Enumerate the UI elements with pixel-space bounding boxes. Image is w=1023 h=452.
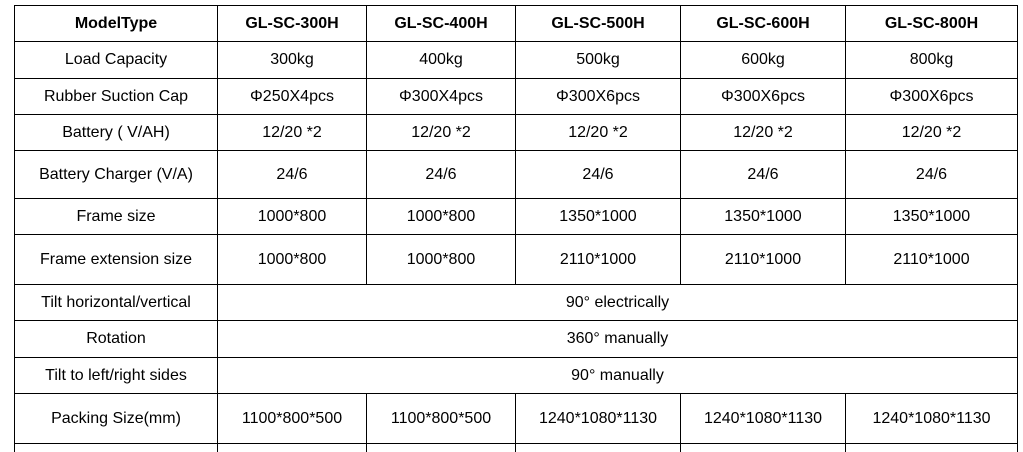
- cell: 600kg: [680, 41, 846, 79]
- table-row: Tilt horizontal/vertical 90° electrically: [14, 284, 1018, 321]
- cell: 360° manually: [217, 320, 1018, 358]
- cell: 90° manually: [217, 357, 1018, 394]
- header-cell: GL-SC-300H: [217, 5, 367, 42]
- row-label: Battery ( V/AH): [14, 114, 218, 151]
- cell: [515, 443, 681, 452]
- cell: 1100*800*500: [217, 393, 367, 444]
- row-label: Rubber Suction Cap: [14, 78, 218, 115]
- table-row: Frame extension size 1000*800 1000*800 2110…: [14, 234, 1018, 285]
- cell: Φ250X4pcs: [217, 78, 367, 115]
- cell: 24/6: [366, 150, 516, 199]
- cell: [217, 443, 367, 452]
- cell: [845, 443, 1018, 452]
- cell: 12/20 *2: [845, 114, 1018, 151]
- cell: 1000*800: [366, 198, 516, 235]
- cell: 1000*800: [366, 234, 516, 285]
- row-label: Tilt to left/right sides: [14, 357, 218, 394]
- row-label: Rotation: [14, 320, 218, 358]
- cell: 1000*800: [217, 198, 367, 235]
- cell: 1100*800*500: [366, 393, 516, 444]
- cell: 1000*800: [217, 234, 367, 285]
- cell: 12/20 *2: [515, 114, 681, 151]
- cell: [14, 443, 218, 452]
- cell: 2110*1000: [845, 234, 1018, 285]
- cell: [366, 443, 516, 452]
- cell: 90° electrically: [217, 284, 1018, 321]
- cell: 24/6: [515, 150, 681, 199]
- row-label: Packing Size(mm): [14, 393, 218, 444]
- row-label: Battery Charger (V/A): [14, 150, 218, 199]
- cell: 1240*1080*1130: [845, 393, 1018, 444]
- spec-table: ModelType GL-SC-300H GL-SC-400H GL-SC-500H G…: [14, 5, 1018, 452]
- cell: 1350*1000: [680, 198, 846, 235]
- row-label: Frame extension size: [14, 234, 218, 285]
- row-label: Frame size: [14, 198, 218, 235]
- cell: 24/6: [845, 150, 1018, 199]
- header-cell: ModelType: [14, 5, 218, 42]
- table-row: Battery Charger (V/A) 24/6 24/6 24/6 24/6 24/…: [14, 150, 1018, 199]
- header-cell: GL-SC-500H: [515, 5, 681, 42]
- header-cell: GL-SC-400H: [366, 5, 516, 42]
- cell: 500kg: [515, 41, 681, 79]
- cell: 12/20 *2: [680, 114, 846, 151]
- cell: 1350*1000: [845, 198, 1018, 235]
- table-row: Tilt to left/right sides 90° manually: [14, 357, 1018, 394]
- cell: 24/6: [680, 150, 846, 199]
- cell: 12/20 *2: [366, 114, 516, 151]
- cell: 12/20 *2: [217, 114, 367, 151]
- cell: 24/6: [217, 150, 367, 199]
- table-row: Load Capacity 300kg 400kg 500kg 600kg 800kg: [14, 41, 1018, 79]
- cell: Φ300X4pcs: [366, 78, 516, 115]
- table-row: Battery ( V/AH) 12/20 *2 12/20 *2 12/20 *2 1…: [14, 114, 1018, 151]
- cell: Φ300X6pcs: [845, 78, 1018, 115]
- row-label: Load Capacity: [14, 41, 218, 79]
- cell: Φ300X6pcs: [680, 78, 846, 115]
- cell: 1240*1080*1130: [680, 393, 846, 444]
- cell: Φ300X6pcs: [515, 78, 681, 115]
- cell: 400kg: [366, 41, 516, 79]
- header-cell: GL-SC-600H: [680, 5, 846, 42]
- cell: 300kg: [217, 41, 367, 79]
- cell: 1350*1000: [515, 198, 681, 235]
- table-row: Rotation 360° manually: [14, 320, 1018, 358]
- table-row: [14, 443, 1018, 452]
- cell: 2110*1000: [680, 234, 846, 285]
- row-label: Tilt horizontal/vertical: [14, 284, 218, 321]
- cell: [680, 443, 846, 452]
- table-row: Rubber Suction Cap Φ250X4pcs Φ300X4pcs Φ300…: [14, 78, 1018, 115]
- cell: 2110*1000: [515, 234, 681, 285]
- table-row: Packing Size(mm) 1100*800*500 1100*800*500…: [14, 393, 1018, 444]
- header-cell: GL-SC-800H: [845, 5, 1018, 42]
- cell: 800kg: [845, 41, 1018, 79]
- cell: 1240*1080*1130: [515, 393, 681, 444]
- header-row: ModelType GL-SC-300H GL-SC-400H GL-SC-500H G…: [14, 5, 1018, 42]
- table-row: Frame size 1000*800 1000*800 1350*1000 1350*…: [14, 198, 1018, 235]
